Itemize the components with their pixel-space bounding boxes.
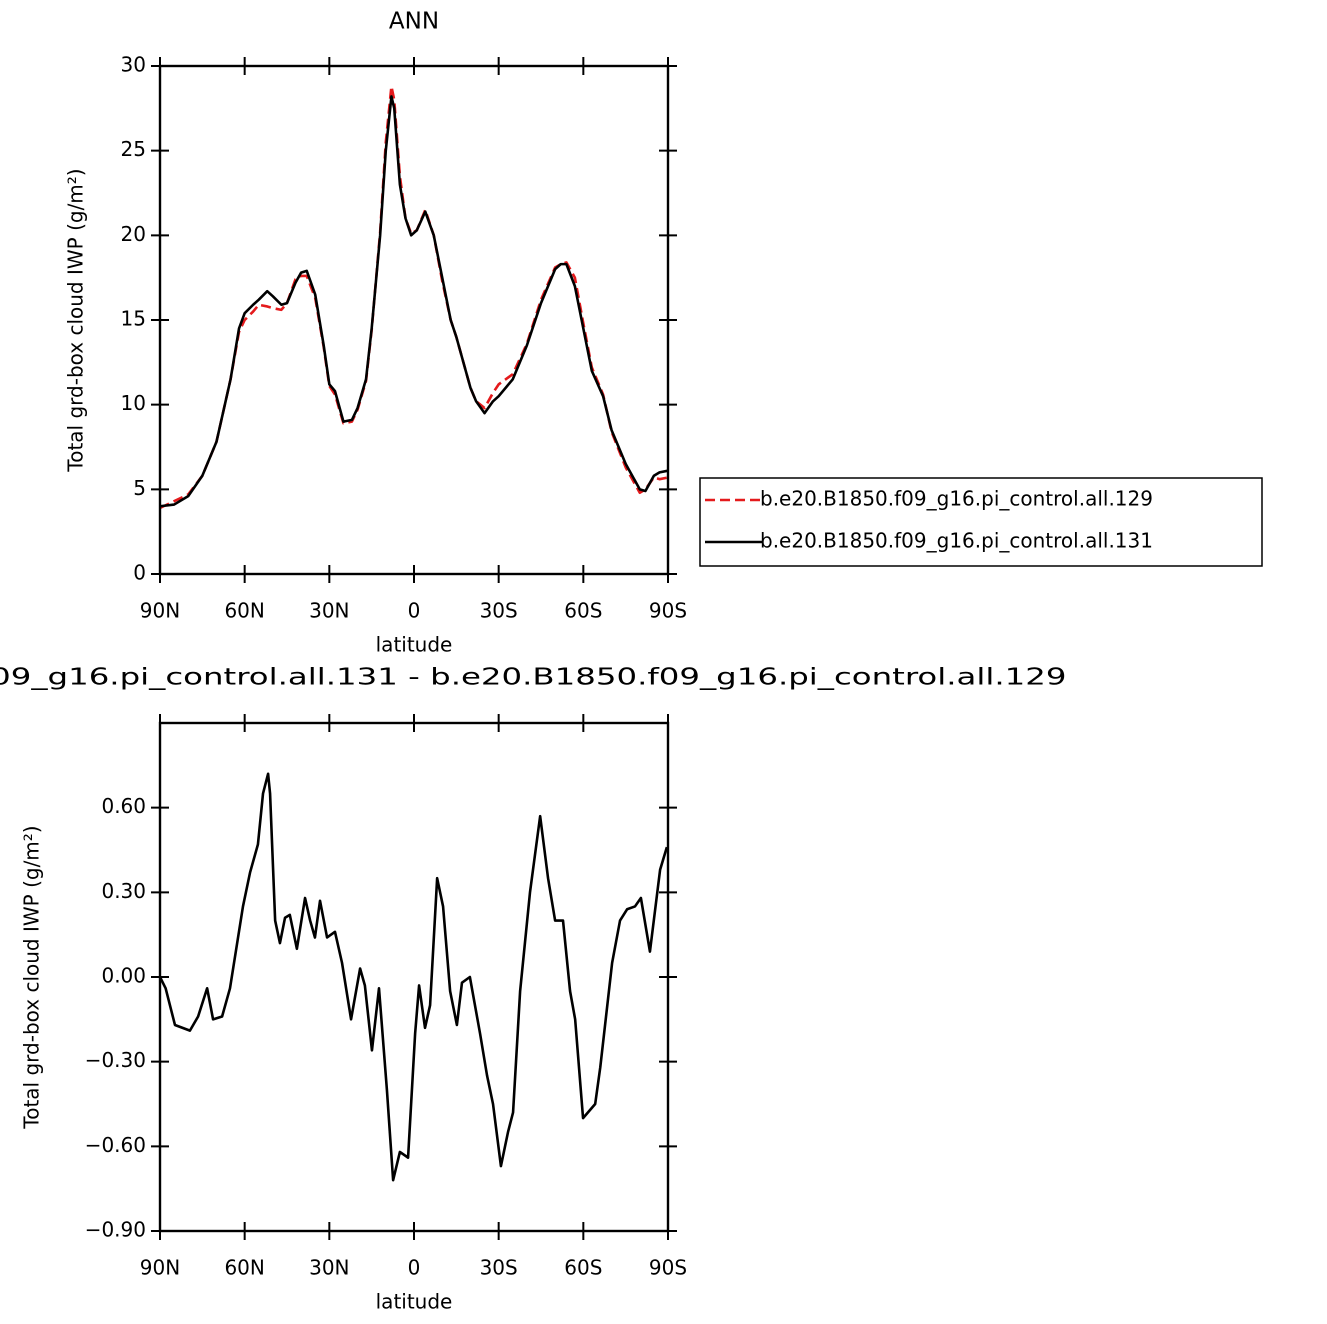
y-tick-label: −0.60 [85,1133,146,1157]
y-axis-label: Total grd-box cloud IWP (g/m²) [64,168,88,472]
x-tick-label: 90S [649,599,687,623]
y-tick-label: 30 [121,53,146,77]
data-line [158,772,669,1182]
x-tick-label: 30S [480,599,518,623]
x-tick-label: 30N [309,1256,349,1280]
x-axis-label: latitude [376,1290,453,1314]
x-tick-label: 60S [564,599,602,623]
x-axis-label: latitude [376,633,453,657]
legend-label: b.e20.B1850.f09_g16.pi_control.all.131 [760,529,1153,553]
y-tick-label: −0.30 [85,1048,146,1072]
x-tick-label: 30S [480,1256,518,1280]
y-tick-label: 0.00 [101,964,146,988]
x-tick-label: 60N [224,1256,264,1280]
chart-title: b.e20.B1850.f09_g16.pi_control.all.131 -… [0,665,1067,691]
x-tick-label: 60S [564,1256,602,1280]
data-line [159,85,669,510]
y-axis-label: Total grd-box cloud IWP (g/m²) [20,825,44,1129]
x-tick-label: 90N [140,1256,180,1280]
y-tick-label: −0.90 [85,1218,146,1242]
y-tick-label: 20 [121,222,146,246]
y-tick-label: 0 [133,561,146,585]
x-tick-label: 0 [408,1256,421,1280]
y-tick-label: 0.30 [101,879,146,903]
y-tick-label: 5 [133,476,146,500]
y-tick-label: 15 [121,307,146,331]
y-tick-label: 0.60 [101,794,146,818]
x-tick-label: 30N [309,599,349,623]
y-tick-label: 10 [121,391,146,415]
x-tick-label: 90N [140,599,180,623]
x-tick-label: 0 [408,599,421,623]
legend-label: b.e20.B1850.f09_g16.pi_control.all.129 [760,487,1153,511]
legend-box [699,477,1263,567]
x-tick-label: 90S [649,1256,687,1280]
plot-frame [158,64,670,576]
x-tick-label: 60N [224,599,264,623]
y-tick-label: 25 [121,137,146,161]
plot-frame [158,721,670,1233]
chart-title: ANN [389,9,439,35]
data-line [159,95,669,508]
